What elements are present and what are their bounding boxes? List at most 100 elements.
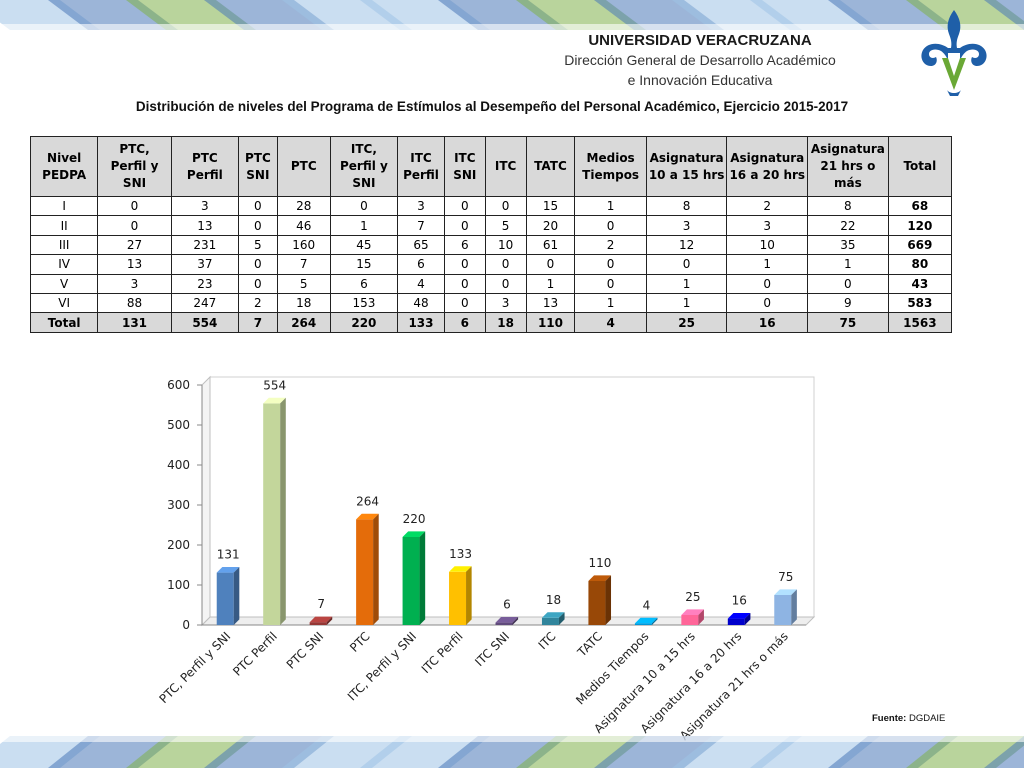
data-label: 554 xyxy=(263,378,286,392)
bar-front xyxy=(588,581,606,625)
table-cell: 13 xyxy=(97,254,172,275)
bar-side xyxy=(558,612,565,625)
bar-front xyxy=(774,595,792,625)
total-cell: 4 xyxy=(574,312,647,333)
total-cell: 7 xyxy=(238,312,278,333)
bar-top xyxy=(634,617,658,624)
band-highlight xyxy=(0,24,1024,30)
y-tick-label: 100 xyxy=(167,578,190,592)
y-tick-label: 200 xyxy=(167,538,190,552)
table-cell: 7 xyxy=(397,215,445,236)
table-cell: 0 xyxy=(443,273,486,294)
row-total-cell: 669 xyxy=(887,234,953,256)
table-cell: 1 xyxy=(645,273,728,294)
data-label: 6 xyxy=(503,598,511,612)
top-decorative-band xyxy=(0,0,1024,30)
bar-front xyxy=(216,572,234,625)
table-cell: 0 xyxy=(443,292,486,314)
table-cell: 61 xyxy=(525,234,576,256)
table-cell: IV xyxy=(29,254,99,275)
bar-side xyxy=(698,609,704,625)
table-cell: 0 xyxy=(484,195,527,217)
table-cell: 3 xyxy=(170,195,240,217)
table-cell: 12 xyxy=(645,234,728,256)
table-cell: 0 xyxy=(484,273,527,294)
y-tick-label: 500 xyxy=(167,418,190,432)
table-cell: 65 xyxy=(397,234,445,256)
category-label: PTC Perfil xyxy=(230,629,280,679)
bar xyxy=(495,617,519,625)
table-cell: 10 xyxy=(484,234,527,256)
bar-top xyxy=(356,513,379,520)
table-cell: 5 xyxy=(484,215,527,236)
total-cell: 25 xyxy=(645,312,728,333)
row-total-cell: 583 xyxy=(887,292,953,314)
bar-front xyxy=(681,615,699,625)
table-row: IV 13 37 0 7 15 6 0 0 0 0 0 1 1 80 xyxy=(29,254,953,275)
table-cell: V xyxy=(29,273,99,294)
table-cell: 0 xyxy=(645,254,728,275)
table-cell: 28 xyxy=(276,195,331,217)
bar-top xyxy=(449,566,472,572)
table-cell: 4 xyxy=(397,273,445,294)
table-row: VI 88 247 2 18 153 48 0 3 13 1 1 0 9 583 xyxy=(29,292,953,314)
bar-front xyxy=(495,622,513,625)
bar-top xyxy=(309,616,333,623)
table-cell: III xyxy=(29,234,99,256)
table-header-cell: Asignatura 16 a 20 hrs xyxy=(726,136,809,197)
bar-side xyxy=(466,566,472,625)
bar-side xyxy=(651,617,658,625)
bar-top xyxy=(216,567,240,573)
table-header-cell: Medios Tiempos xyxy=(574,136,647,197)
table-cell: 0 xyxy=(443,254,486,275)
table-cell: 1 xyxy=(525,273,576,294)
bottom-decorative-band xyxy=(0,736,1024,768)
table-cell: 2 xyxy=(238,292,278,314)
bar xyxy=(449,566,472,625)
table-cell: 0 xyxy=(238,254,278,275)
total-cell: 133 xyxy=(397,312,445,333)
table-cell: 0 xyxy=(238,195,278,217)
bar-top xyxy=(727,613,751,619)
data-label: 264 xyxy=(356,494,379,508)
table-cell: 13 xyxy=(525,292,576,314)
table-row: V 3 23 0 5 6 4 0 0 1 0 1 0 0 43 xyxy=(29,273,953,294)
table-cell: 15 xyxy=(525,195,576,217)
table-header-cell: PTC, Perfil y SNI xyxy=(97,136,172,197)
bar-top xyxy=(588,575,612,581)
bar-side xyxy=(326,616,333,625)
table-cell: 1 xyxy=(645,292,728,314)
data-label: 16 xyxy=(732,594,747,608)
band-stripe xyxy=(0,0,100,30)
table-cell: 0 xyxy=(574,273,647,294)
bar-side xyxy=(512,617,519,625)
total-cell: 131 xyxy=(97,312,172,333)
bar xyxy=(216,567,240,625)
table-cell: 3 xyxy=(397,195,445,217)
bar-top xyxy=(263,397,286,404)
table-cell: 1 xyxy=(574,195,647,217)
table-header-cell: TATC xyxy=(525,136,576,197)
table-cell: 0 xyxy=(574,215,647,236)
total-cell: 220 xyxy=(329,312,399,333)
university-name: UNIVERSIDAD VERACRUZANA xyxy=(588,32,812,49)
bar-front xyxy=(634,623,652,625)
data-label: 7 xyxy=(317,597,325,611)
table-cell: 37 xyxy=(170,254,240,275)
bar-front xyxy=(309,622,327,625)
table-cell: 6 xyxy=(329,273,399,294)
total-cell: 16 xyxy=(726,312,809,333)
table-cell: 0 xyxy=(238,273,278,294)
table-cell: 48 xyxy=(397,292,445,314)
table-cell: 45 xyxy=(329,234,399,256)
table-cell: 2 xyxy=(574,234,647,256)
bar-front xyxy=(356,519,374,625)
bar-front xyxy=(449,571,467,625)
table-header-cell: ITC, Perfil y SNI xyxy=(329,136,399,197)
table-cell: II xyxy=(29,215,99,236)
table-cell: 3 xyxy=(645,215,728,236)
table-cell: 15 xyxy=(329,254,399,275)
table-total-row: Total 131 554 7 264 220 133 6 18 110 4 25 16 75 1563 xyxy=(29,312,953,333)
table-cell: 8 xyxy=(807,195,889,217)
table-cell: 3 xyxy=(726,215,809,236)
